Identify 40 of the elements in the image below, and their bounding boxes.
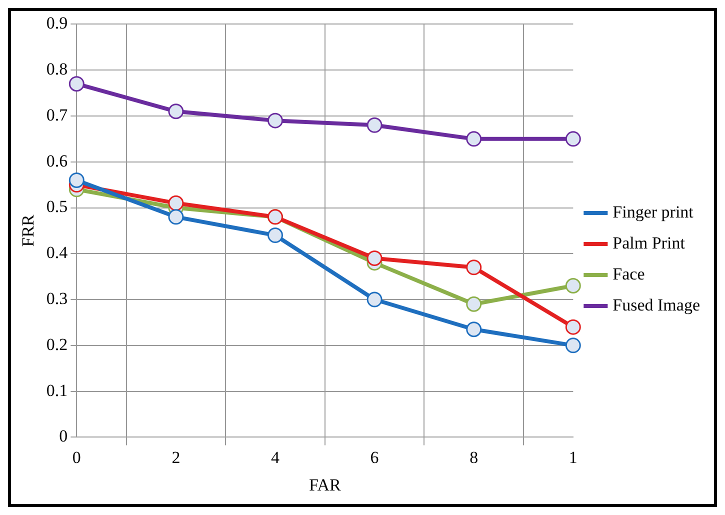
x-tick-label: 8 xyxy=(470,448,478,467)
y-tick-label: 0.6 xyxy=(46,151,68,170)
point xyxy=(466,260,482,276)
point xyxy=(268,112,284,128)
point xyxy=(565,338,581,354)
legend-label: Finger print xyxy=(612,202,694,222)
y-tick-label: 0.7 xyxy=(46,105,68,124)
y-tick-label: 0.5 xyxy=(46,197,68,216)
y-tick-label: 0.8 xyxy=(46,60,68,79)
legend-label: Palm Print xyxy=(612,233,686,252)
x-axis-title: FAR xyxy=(309,475,342,494)
point xyxy=(466,131,482,147)
y-axis-title: FRR xyxy=(18,214,38,247)
x-tick-label: 4 xyxy=(271,448,280,467)
x-tick-label: 1 xyxy=(568,448,578,467)
y-tick-label: 0 xyxy=(59,426,68,446)
point xyxy=(366,117,382,133)
x-tick-label: 0 xyxy=(72,448,81,467)
point xyxy=(168,195,184,211)
point xyxy=(466,322,482,338)
point xyxy=(168,209,184,225)
point xyxy=(268,228,284,244)
x-tick-label: 6 xyxy=(370,448,379,467)
point xyxy=(366,292,382,308)
y-tick-label: 0.1 xyxy=(46,380,68,400)
y-tick-label: 0.2 xyxy=(46,334,68,354)
point xyxy=(565,278,581,294)
point xyxy=(565,131,581,147)
point xyxy=(68,76,84,92)
point xyxy=(366,250,382,266)
x-tick-label: 2 xyxy=(172,448,180,467)
y-tick-label: 0.3 xyxy=(46,289,68,308)
legend-label: Face xyxy=(612,264,645,284)
y-tick-label: 0.9 xyxy=(46,14,68,33)
point xyxy=(168,104,184,120)
point xyxy=(466,296,482,312)
point xyxy=(565,319,581,335)
y-tick-label: 0.4 xyxy=(46,243,68,262)
legend-label: Fused Image xyxy=(612,295,700,314)
point xyxy=(68,172,84,188)
